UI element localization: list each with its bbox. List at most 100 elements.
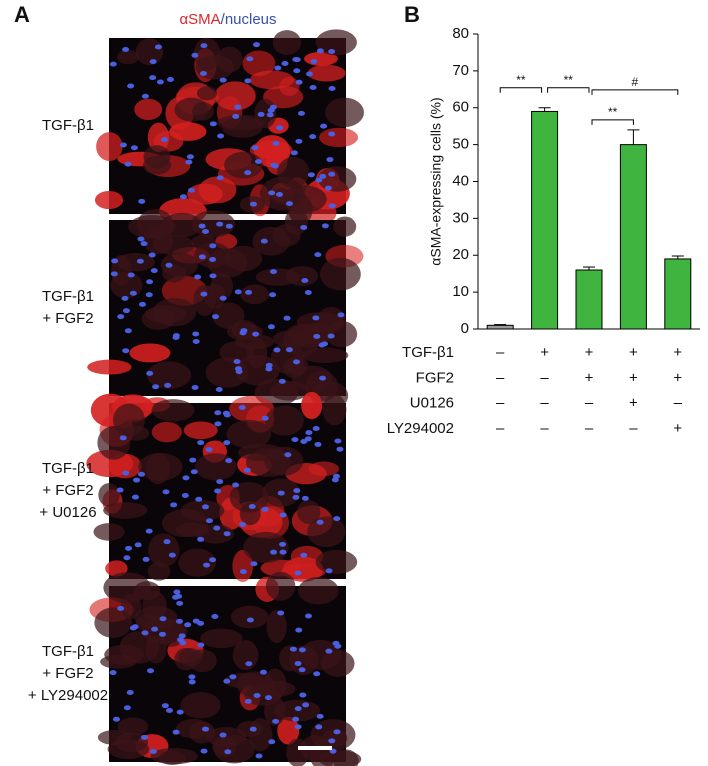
nucleus <box>192 338 200 344</box>
cell <box>216 114 265 131</box>
nucleus <box>328 738 336 744</box>
nucleus <box>209 257 217 263</box>
nucleus <box>294 661 302 667</box>
nucleus <box>122 308 130 314</box>
nucleus <box>268 190 276 196</box>
nucleus <box>278 378 286 384</box>
nucleus <box>124 328 132 334</box>
cell <box>272 224 301 247</box>
condition-mark: + <box>540 344 549 361</box>
cell <box>152 234 195 255</box>
cell <box>240 284 270 305</box>
nucleus <box>225 223 233 229</box>
nucleus <box>293 68 301 74</box>
nucleus <box>314 252 322 258</box>
nucleus <box>109 670 117 676</box>
nucleus <box>179 194 187 200</box>
nucleus <box>223 531 231 537</box>
cell <box>142 591 167 621</box>
row-label: TGF-β1 <box>42 288 94 305</box>
y-tick-label: 10 <box>452 283 469 300</box>
nucleus <box>188 674 196 680</box>
nucleus <box>283 315 291 321</box>
nucleus <box>244 78 252 84</box>
cell <box>266 609 287 644</box>
nucleus <box>145 528 153 534</box>
nucleus <box>200 291 208 297</box>
nucleus <box>184 622 192 628</box>
cell <box>301 391 323 420</box>
nucleus <box>321 223 329 229</box>
nucleus <box>307 172 315 178</box>
nucleus <box>300 552 308 558</box>
nucleus <box>279 512 287 518</box>
condition-mark: – <box>540 395 549 412</box>
nucleus <box>244 698 252 704</box>
nucleus <box>123 705 131 711</box>
nucleus <box>202 726 210 732</box>
significance-bracket <box>591 119 634 125</box>
cell <box>196 86 218 101</box>
nucleus <box>140 734 148 740</box>
significance-label: ** <box>608 105 618 119</box>
nucleus <box>284 452 292 458</box>
nucleus <box>212 314 220 320</box>
cell <box>191 210 236 238</box>
cell <box>105 560 128 577</box>
condition-mark: – <box>496 395 505 412</box>
cell <box>151 399 195 422</box>
nucleus <box>310 58 318 64</box>
title-blue: /nucleus <box>221 11 277 28</box>
condition-mark: – <box>585 420 594 437</box>
nucleus <box>165 262 173 268</box>
nucleus <box>257 111 265 117</box>
nucleus <box>121 295 129 301</box>
cell <box>147 122 170 153</box>
nucleus <box>268 739 276 745</box>
nucleus <box>209 121 217 127</box>
micrograph <box>86 391 358 583</box>
nucleus <box>197 642 205 648</box>
nucleus <box>198 223 206 229</box>
cell <box>325 320 358 348</box>
cell <box>103 502 148 519</box>
significance-label: ** <box>516 73 526 87</box>
nucleus <box>213 525 221 531</box>
condition-mark: + <box>629 344 638 361</box>
nucleus <box>166 76 174 82</box>
nucleus <box>250 561 258 567</box>
condition-mark: + <box>673 420 682 437</box>
cell <box>135 38 164 66</box>
nucleus <box>245 289 253 295</box>
nucleus <box>328 131 336 137</box>
nucleus <box>269 104 277 110</box>
cell <box>322 394 347 426</box>
nucleus <box>232 482 240 488</box>
cell <box>187 183 223 205</box>
nucleus <box>145 292 153 298</box>
nucleus <box>151 626 159 632</box>
nucleus <box>319 173 327 179</box>
nucleus <box>185 159 193 165</box>
nucleus <box>216 479 224 485</box>
bar <box>486 324 514 330</box>
nucleus <box>188 679 196 685</box>
nucleus <box>254 159 262 165</box>
nucleus <box>176 618 184 624</box>
nucleus <box>131 494 139 500</box>
nucleus <box>203 562 211 568</box>
y-tick-label: 80 <box>452 25 469 42</box>
cell <box>108 453 142 479</box>
nucleus <box>156 79 164 85</box>
nucleus <box>200 43 208 49</box>
nucleus <box>214 421 222 427</box>
micrograph <box>89 571 362 766</box>
nucleus <box>154 44 162 50</box>
nucleus <box>309 134 317 140</box>
nucleus <box>334 438 342 444</box>
nucleus <box>321 341 329 347</box>
cell <box>319 127 359 148</box>
nucleus <box>205 447 213 453</box>
nucleus <box>255 753 263 759</box>
